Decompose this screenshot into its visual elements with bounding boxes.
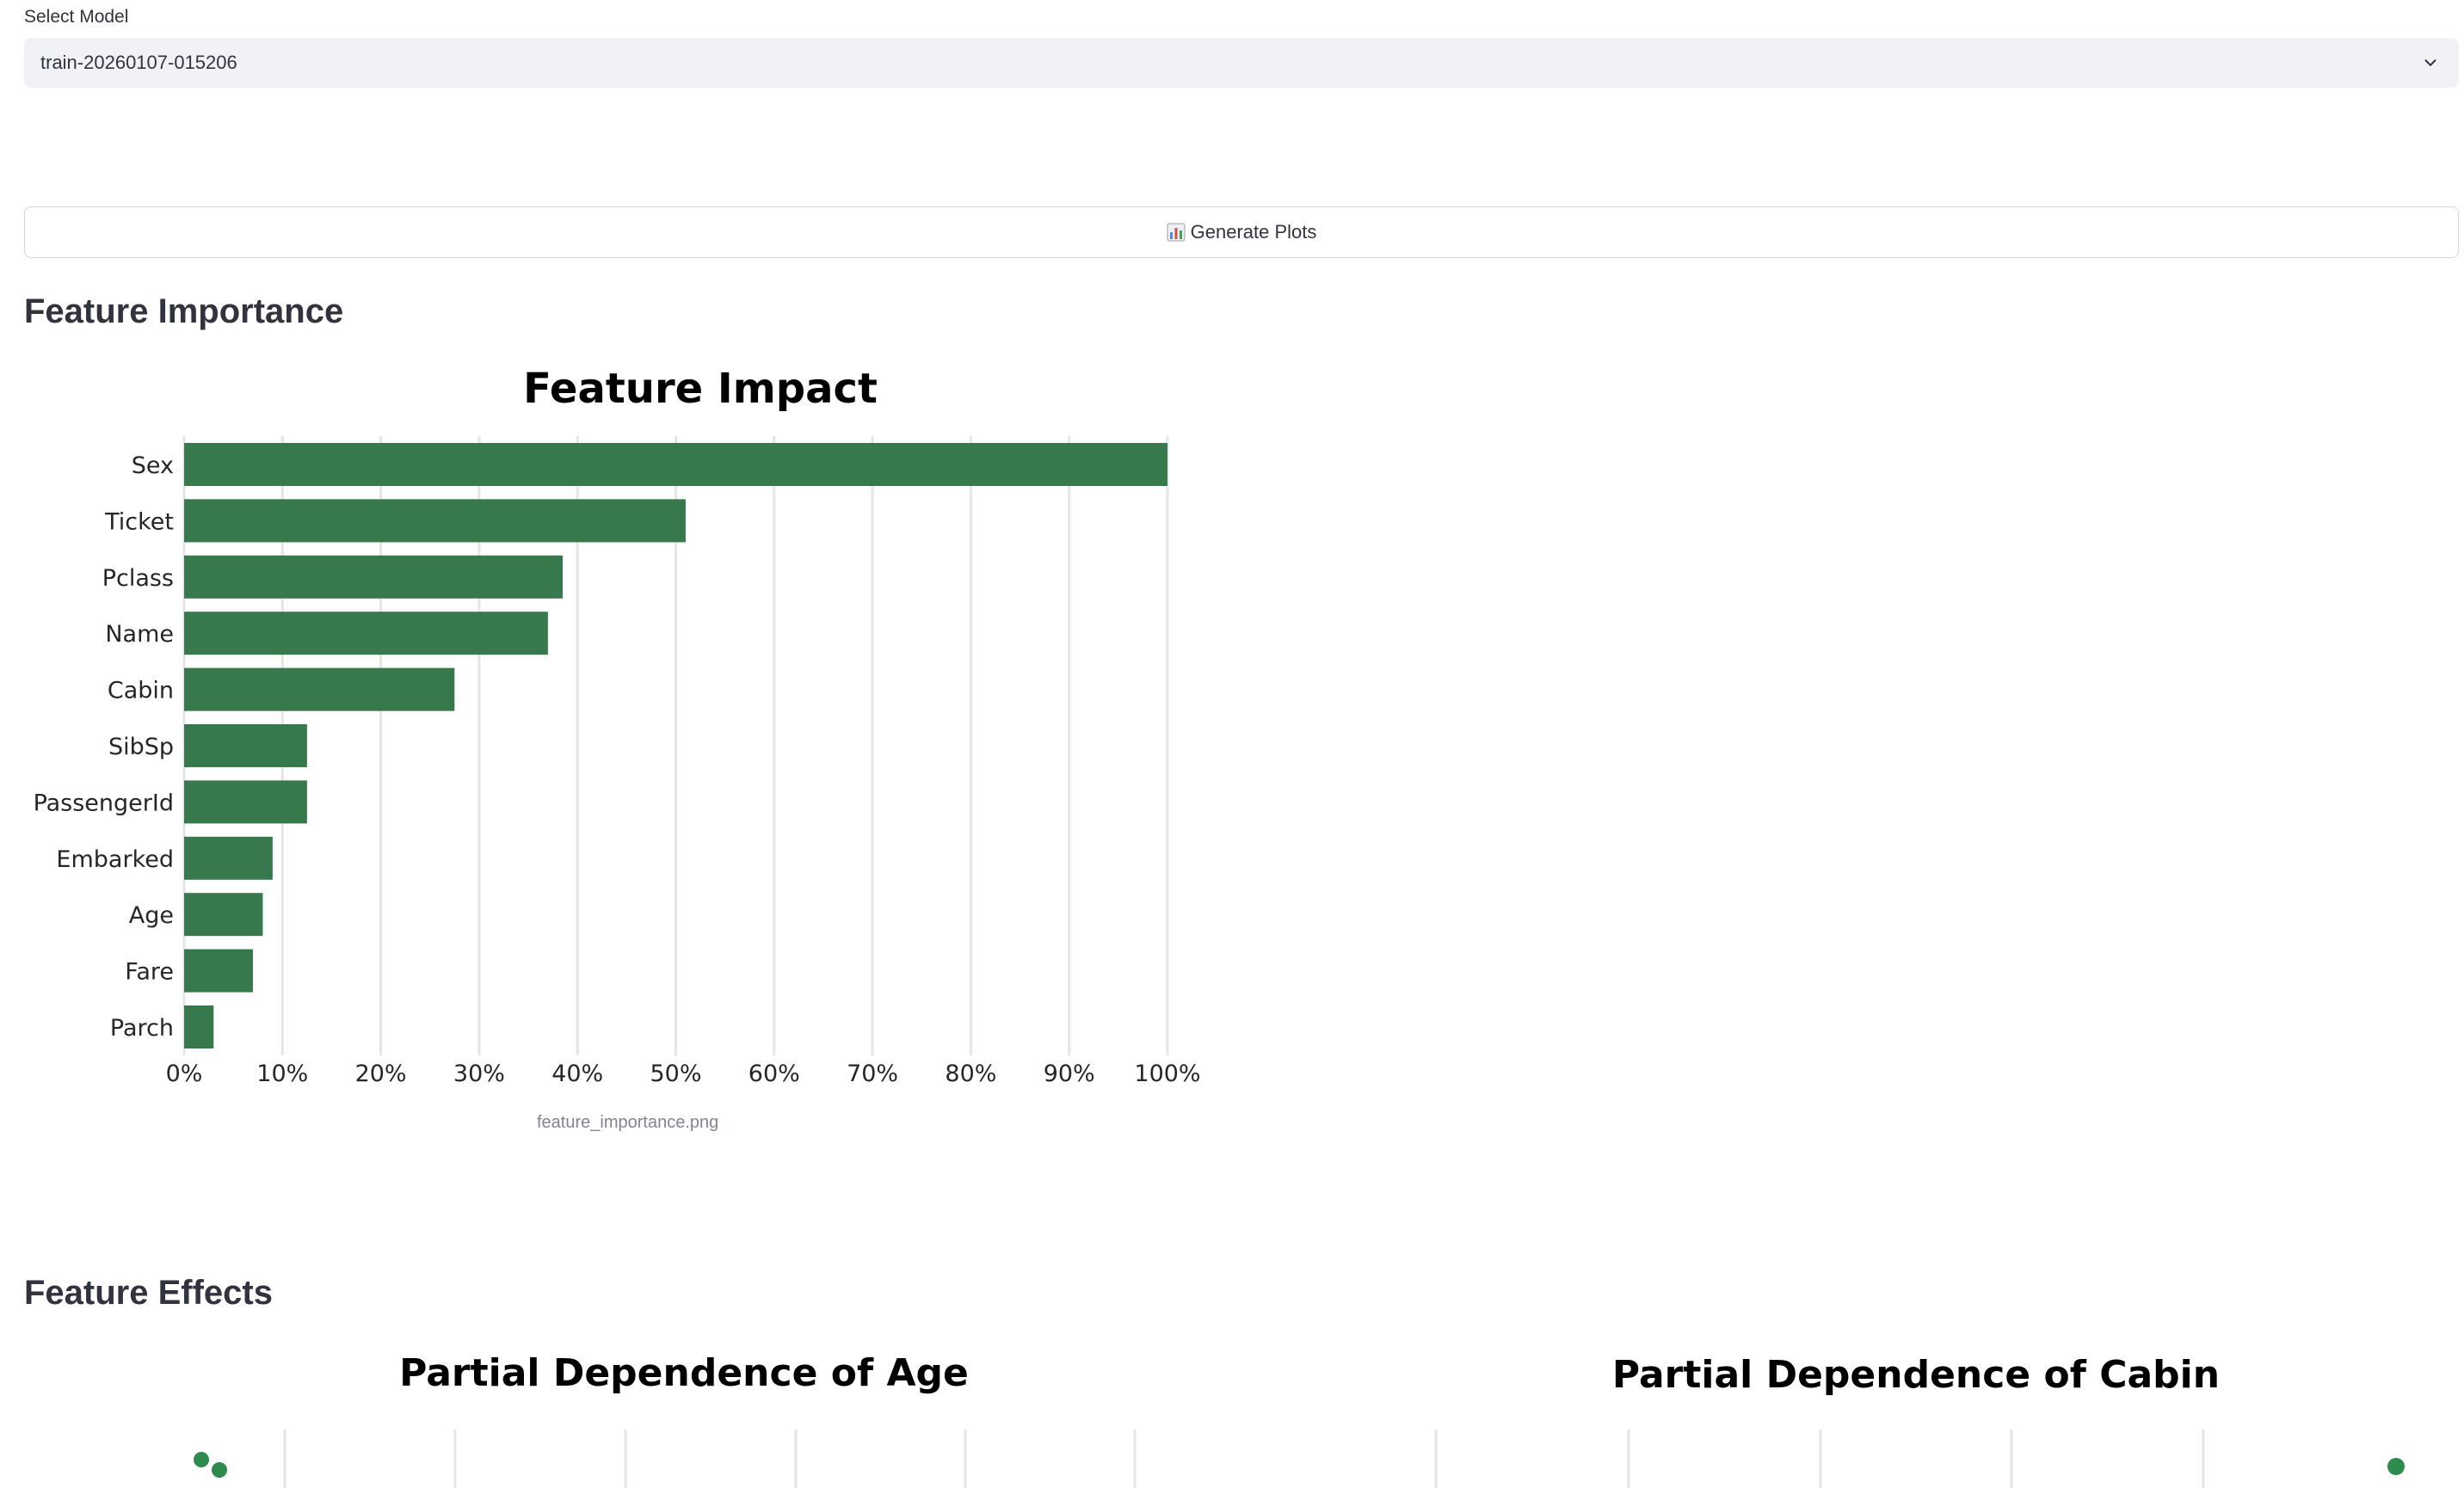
bar-passengerid: [184, 780, 307, 824]
generate-plots-label: Generate Plots: [1190, 221, 1317, 243]
y-tick-label: Embarked: [56, 846, 174, 873]
chart-title: Feature Impact: [523, 365, 878, 413]
model-select-value: train-20260107-015206: [40, 52, 237, 73]
bar-ticket: [184, 499, 686, 543]
feature-effects-heading: Feature Effects: [24, 1274, 273, 1312]
x-tick-label: 60%: [748, 1061, 800, 1087]
bar-parch: [184, 1005, 214, 1048]
select-model-label: Select Model: [24, 7, 129, 27]
data-point: [212, 1462, 227, 1478]
feature-importance-heading: Feature Importance: [24, 292, 344, 330]
bar-pclass: [184, 555, 564, 599]
x-tick-label: 0%: [166, 1061, 203, 1087]
chart-title: Partial Dependence of Cabin: [1612, 1353, 2220, 1397]
y-tick-label: Fare: [125, 959, 174, 986]
bar-age: [184, 893, 263, 937]
y-tick-label: SibSp: [108, 734, 174, 760]
y-tick-label: Ticket: [104, 508, 174, 535]
model-select[interactable]: train-20260107-015206: [24, 38, 2459, 88]
bar-cabin: [184, 667, 455, 711]
y-tick-label: PassengerId: [34, 790, 174, 816]
partial-dependence-age-chart: Partial Dependence of Age: [194, 1351, 1137, 1488]
generate-plots-button[interactable]: Generate Plots: [24, 206, 2459, 258]
bar-chart-icon: [1167, 223, 1186, 242]
bar-embarked: [184, 836, 273, 880]
x-tick-label: 10%: [256, 1061, 308, 1087]
data-point: [194, 1452, 209, 1467]
bar-sibsp: [184, 724, 307, 767]
image-caption: feature_importance.png: [537, 1113, 719, 1132]
x-tick-label: 90%: [1044, 1061, 1095, 1087]
y-tick-label: Sex: [132, 452, 174, 479]
chart-title: Partial Dependence of Age: [399, 1351, 969, 1395]
feature-impact-chart: Feature Impact Sex Ticket Pclass Name Cabin S…: [34, 365, 1201, 1087]
partial-dependence-cabin-chart: Partial Dependence of Cabin: [1434, 1353, 2405, 1488]
bar-fare: [184, 949, 254, 993]
chevron-down-icon: [2424, 59, 2436, 66]
y-tick-label: Name: [105, 621, 174, 648]
y-tick-label: Cabin: [108, 678, 174, 704]
x-tick-label: 20%: [355, 1061, 407, 1087]
x-tick-label: 70%: [847, 1061, 898, 1087]
data-point: [2387, 1458, 2405, 1475]
bar-name: [184, 612, 548, 655]
y-tick-label: Pclass: [102, 565, 174, 592]
x-tick-label: 80%: [945, 1061, 996, 1087]
x-tick-label: 30%: [453, 1061, 505, 1087]
bar-sex: [184, 443, 1167, 486]
y-tick-label: Parch: [110, 1015, 174, 1042]
x-tick-label: 50%: [650, 1061, 701, 1087]
x-tick-label: 100%: [1134, 1061, 1200, 1087]
y-tick-label: Age: [129, 902, 174, 929]
x-tick-label: 40%: [551, 1061, 603, 1087]
